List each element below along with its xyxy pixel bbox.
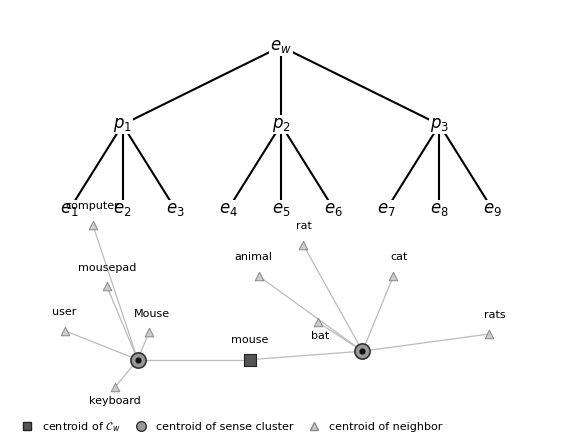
Point	[88, 221, 97, 228]
Point	[254, 273, 263, 280]
Point	[60, 327, 69, 334]
Text: animal: animal	[234, 252, 272, 262]
Text: rat: rat	[296, 222, 311, 231]
Text: $p_3$: $p_3$	[430, 116, 449, 134]
Point	[133, 356, 142, 363]
Text: $e_8$: $e_8$	[430, 201, 449, 218]
Text: computer: computer	[66, 201, 120, 211]
Text: $e_7$: $e_7$	[377, 201, 396, 218]
Text: cat: cat	[391, 252, 407, 262]
Text: $e_2$: $e_2$	[114, 201, 132, 218]
Point	[246, 356, 255, 363]
Text: $e_4$: $e_4$	[219, 201, 238, 218]
Text: $e_6$: $e_6$	[324, 201, 343, 218]
Point	[484, 330, 493, 338]
Text: $e_w$: $e_w$	[270, 38, 292, 55]
Text: Mouse: Mouse	[134, 309, 170, 318]
Text: keyboard: keyboard	[89, 396, 141, 406]
Text: $e_1$: $e_1$	[60, 201, 79, 218]
Legend: centroid of $\mathcal{C}_w$, centroid of sense cluster, centroid of neighbor: centroid of $\mathcal{C}_w$, centroid of…	[11, 415, 447, 438]
Text: bat: bat	[311, 331, 329, 341]
Point	[358, 347, 367, 355]
Text: $e_9$: $e_9$	[483, 201, 502, 218]
Text: $e_5$: $e_5$	[271, 201, 291, 218]
Text: $p_1$: $p_1$	[113, 116, 132, 134]
Point	[358, 347, 367, 355]
Text: user: user	[52, 307, 77, 317]
Text: rats: rats	[484, 310, 505, 320]
Text: $p_2$: $p_2$	[271, 116, 291, 134]
Text: mousepad: mousepad	[78, 263, 136, 273]
Point	[102, 283, 111, 290]
Point	[144, 329, 153, 336]
Text: mouse: mouse	[232, 335, 269, 345]
Point	[133, 356, 142, 363]
Point	[389, 273, 398, 280]
Point	[111, 384, 120, 391]
Point	[299, 242, 308, 249]
Text: $e_3$: $e_3$	[166, 201, 185, 218]
Point	[313, 318, 322, 326]
